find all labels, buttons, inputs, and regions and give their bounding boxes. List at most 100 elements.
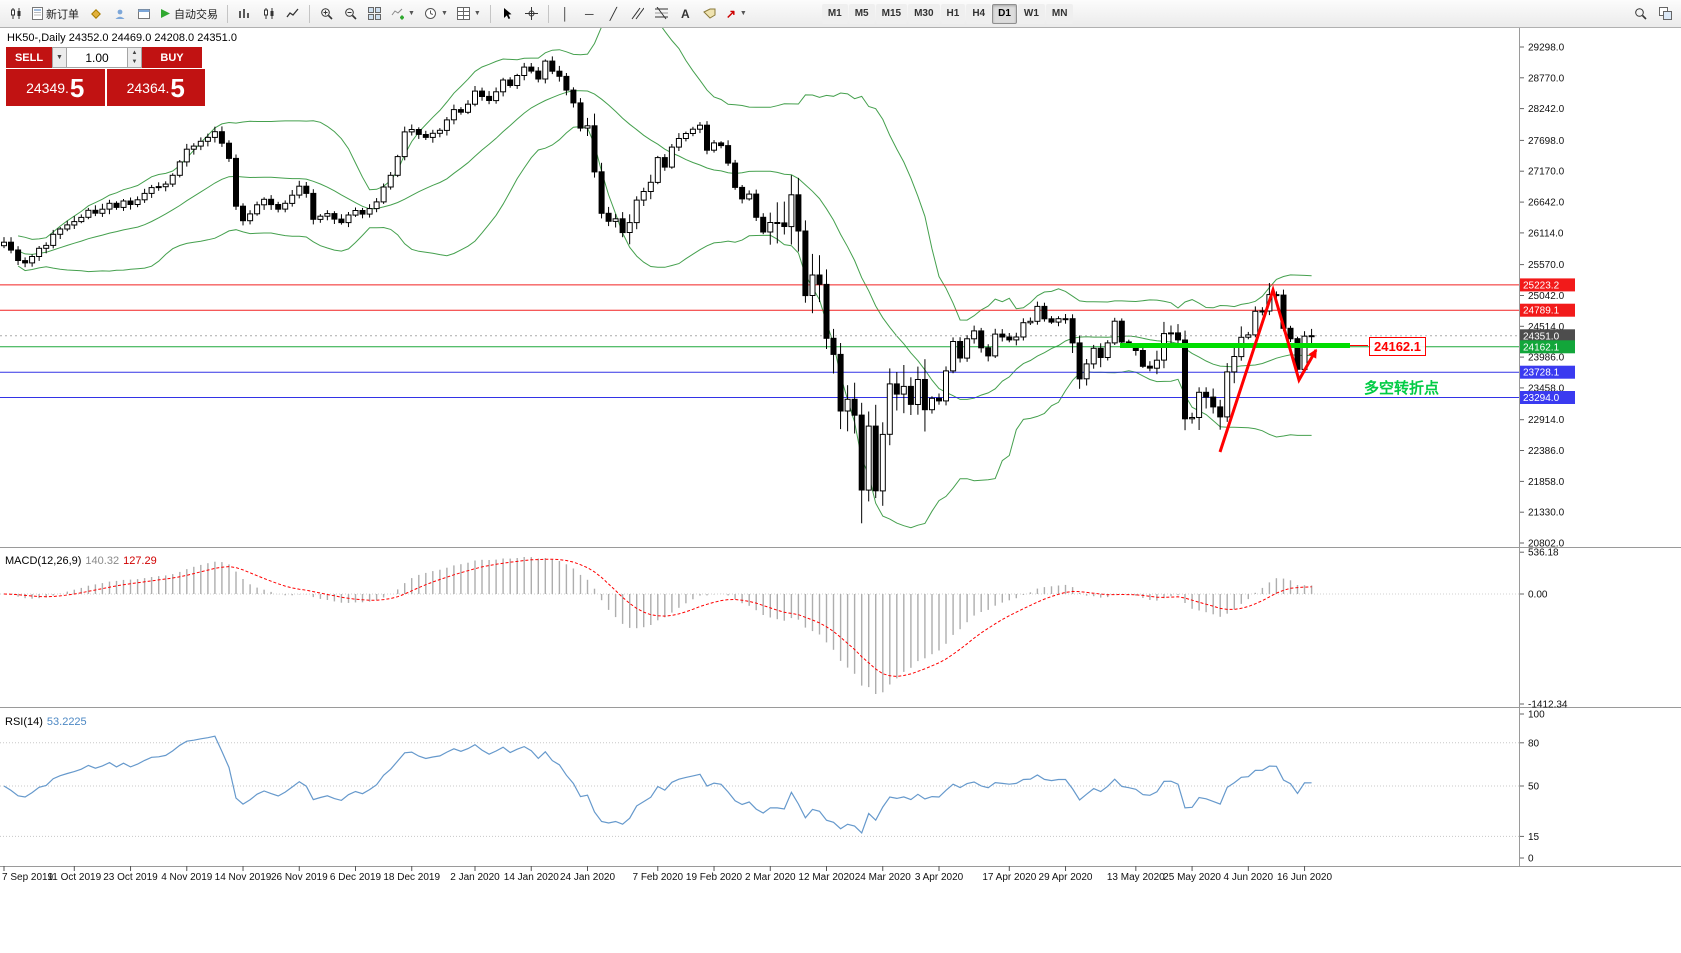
turning-point-note[interactable]: 多空转折点 [1364,380,1440,397]
indicators-button[interactable]: ▼ [387,3,419,25]
toolbar-separator [547,4,549,23]
fibonacci-button[interactable] [650,3,673,25]
navigator-icon [115,9,124,19]
toolbar-separator [227,4,228,23]
svg-text:28242.0: 28242.0 [1528,104,1565,115]
timeframe-button-M5[interactable]: M5 [848,3,875,24]
periods-button[interactable]: ▼ [420,3,452,25]
cursor-button[interactable] [496,3,519,25]
toolbar: 新订单 自动交易 ▼ ▼ ▼ [0,0,1681,28]
svg-text:7 Sep 2019: 7 Sep 2019 [2,872,54,883]
terminal-button[interactable] [132,3,155,25]
tile-windows-button[interactable] [363,3,386,25]
new-order-button[interactable]: 新订单 [28,3,83,25]
svg-text:27170.0: 27170.0 [1528,167,1565,178]
chart-canvas[interactable]: 29298.0 28770.0 28242.0 27698.0 27170.0 26642… [0,28,1681,953]
chart-title: HK50-,Daily 24352.0 24469.0 24208.0 2435… [7,32,237,44]
templates-button[interactable]: ▼ [453,3,485,25]
svg-text:2 Mar 2020: 2 Mar 2020 [745,872,796,883]
timeframe-button-M15[interactable]: M15 [875,3,908,24]
arrows-button[interactable]: ↗ ▼ [722,3,751,25]
search-icon [1635,8,1647,20]
market-watch-icon [90,8,101,19]
dropdown-caret-icon: ▼ [408,10,415,17]
crosshair-icon [524,7,538,20]
svg-text:20802.0: 20802.0 [1528,539,1565,550]
bar-chart-button[interactable] [233,3,256,25]
svg-text:12 Mar 2020: 12 Mar 2020 [798,872,855,883]
svg-text:25223.2: 25223.2 [1523,280,1560,291]
svg-text:80: 80 [1528,738,1540,749]
volume-stepper[interactable]: ▲ ▼ [128,47,142,68]
sell-price-big-digit: 5 [69,72,85,103]
zoom-out-button[interactable] [339,3,362,25]
timeframe-button-W1[interactable]: W1 [1017,3,1045,24]
new-order-icon [32,7,43,20]
line-chart-button[interactable] [281,3,304,25]
label-tag-icon [702,8,716,19]
macd-signal-value: 127.29 [123,555,157,567]
crosshair-button[interactable] [520,3,543,25]
toolbar-right-group [1629,3,1677,25]
candlestick-chart-icon [263,8,273,19]
timeframe-button-M30[interactable]: M30 [908,3,940,24]
volume-dropdown-button[interactable]: ▼ [52,47,67,68]
zoom-in-button[interactable] [315,3,338,25]
svg-text:-1412.34: -1412.34 [1528,700,1568,711]
new-order-label: 新订单 [46,8,79,21]
navigator-button[interactable] [108,3,131,25]
clock-icon [424,8,436,19]
text-icon: A [680,6,690,21]
svg-text:2 Jan 2020: 2 Jan 2020 [450,872,500,883]
svg-text:25042.0: 25042.0 [1528,291,1565,302]
level-price-label[interactable]: 24162.1 [1369,337,1426,356]
templates-icon [456,7,470,20]
timeframe-button-H4[interactable]: H4 [966,3,992,24]
search-button[interactable] [1629,3,1652,25]
svg-text:3 Apr 2020: 3 Apr 2020 [915,872,964,883]
timeframe-button-MN[interactable]: MN [1045,3,1074,24]
zoom-in-icon [321,8,333,20]
autotrading-button[interactable]: 自动交易 [156,3,222,25]
timeframe-button-M1[interactable]: M1 [821,3,848,24]
timeframe-button-D1[interactable]: D1 [992,3,1017,24]
buy-price-button[interactable]: 24364. 5 [106,69,205,106]
volume-down-icon[interactable]: ▼ [131,59,138,66]
layouts-icon [1659,7,1672,20]
bar-chart-icon [239,9,249,18]
market-watch-button[interactable] [84,3,107,25]
buy-button[interactable]: BUY [142,47,202,68]
rsi-label: RSI(14) 53.2225 [5,716,87,728]
trend-arrow-annotation[interactable] [1218,284,1318,453]
price-axis-ticks: 29298.0 28770.0 28242.0 27698.0 27170.0 26642… [1520,43,1565,550]
svg-text:26114.0: 26114.0 [1528,228,1564,239]
sell-button[interactable]: SELL [6,47,52,68]
volume-input[interactable]: 1.00 [67,47,128,68]
horizontal-level-lines[interactable] [0,284,1519,398]
toolbar-separator [489,4,491,23]
horizontal-line-button[interactable]: ─ [578,3,601,25]
svg-text:26 Nov 2019: 26 Nov 2019 [271,872,328,883]
svg-text:16 Jun 2020: 16 Jun 2020 [1277,872,1332,883]
svg-text:24789.1: 24789.1 [1523,306,1560,317]
svg-text:24351.0: 24351.0 [1523,331,1560,342]
vertical-line-button[interactable]: │ [554,3,577,25]
trendline-button[interactable]: ╱ [602,3,625,25]
new-chart-button[interactable] [4,3,27,25]
svg-text:25 May 2020: 25 May 2020 [1163,872,1221,883]
sell-price-button[interactable]: 24349. 5 [6,69,105,106]
svg-text:0: 0 [1528,854,1534,865]
candlestick-chart-button[interactable] [257,3,280,25]
channel-button[interactable] [626,3,649,25]
zoom-out-icon [345,8,357,20]
timeframe-button-H1[interactable]: H1 [940,3,966,24]
volume-up-icon[interactable]: ▲ [131,49,138,56]
layouts-button[interactable] [1654,3,1677,25]
svg-text:22386.0: 22386.0 [1528,446,1565,457]
candlestick-series [1,56,1315,524]
terminal-icon [137,8,150,19]
svg-text:22914.0: 22914.0 [1528,415,1565,426]
text-button[interactable]: A [674,3,697,25]
text-label-button[interactable] [698,3,721,25]
